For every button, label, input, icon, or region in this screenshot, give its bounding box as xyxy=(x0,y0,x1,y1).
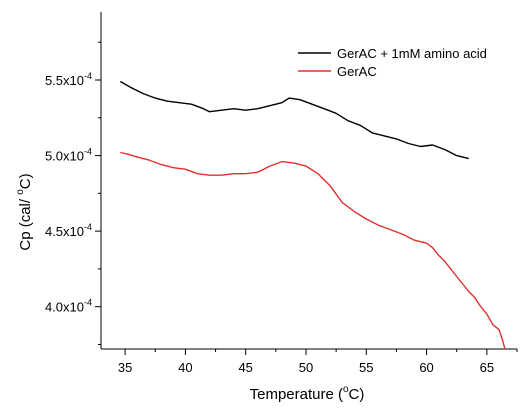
y-ticks: 4.0x10-4 4.5x10-4 5.0x10-4 5.5x10-4 xyxy=(45,41,101,345)
x-tick-label: 35 xyxy=(118,360,132,375)
series-line-gerac xyxy=(120,151,506,350)
y-tick-label: 5.5x10-4 xyxy=(45,71,92,88)
x-tick-label: 40 xyxy=(178,360,192,375)
y-tick-label: 5.0x10-4 xyxy=(45,147,92,164)
x-tick-label: 55 xyxy=(359,360,373,375)
y-tick-label: 4.5x10-4 xyxy=(45,222,92,239)
x-tick-label: 50 xyxy=(299,360,313,375)
legend-label: GerAC xyxy=(337,64,377,79)
legend-label: GerAC + 1mM amino acid xyxy=(337,46,487,61)
y-tick-label: 4.0x10-4 xyxy=(45,298,92,315)
x-tick-label: 65 xyxy=(480,360,494,375)
series-line-gerac-amino xyxy=(119,80,469,160)
axes xyxy=(100,12,517,350)
y-axis-title: Cp (cal/ oC) xyxy=(15,173,34,250)
x-ticks: 35 40 45 50 55 60 65 xyxy=(118,349,518,375)
series-lines xyxy=(119,80,506,350)
x-tick-label: 45 xyxy=(238,360,252,375)
x-axis-title: Temperature (oC) xyxy=(250,384,365,403)
legend: GerAC + 1mM amino acid GerAC xyxy=(298,46,487,79)
x-tick-label: 60 xyxy=(419,360,433,375)
